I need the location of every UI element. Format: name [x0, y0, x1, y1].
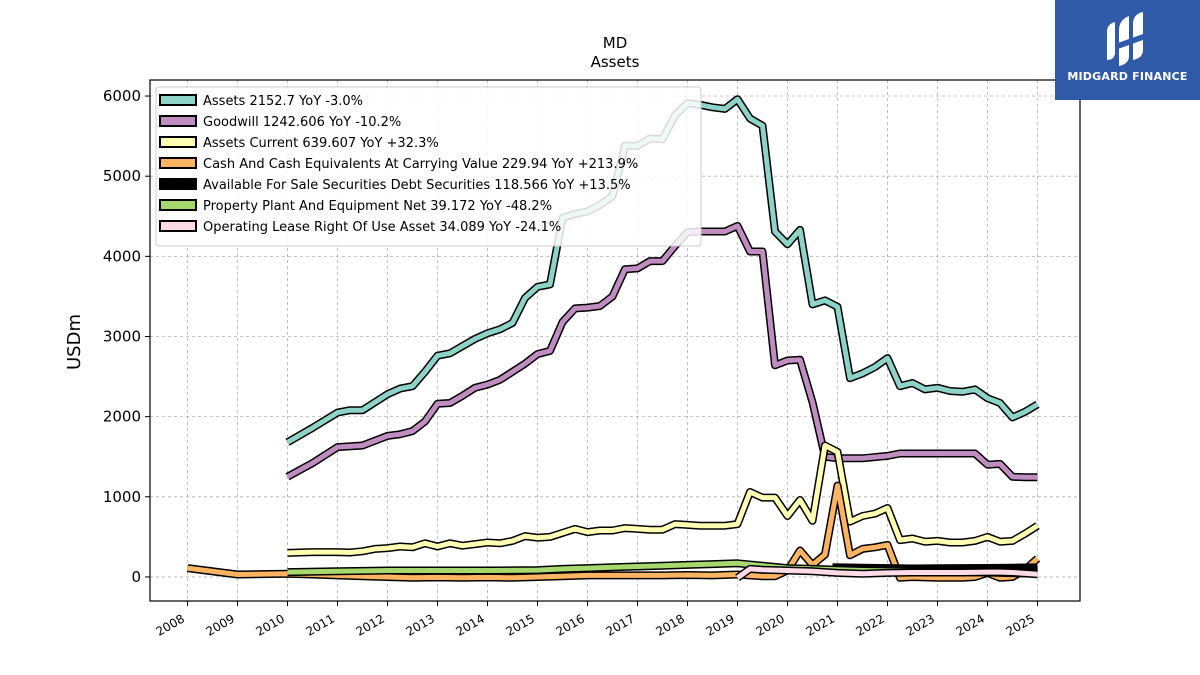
x-tick-label: 2021 — [804, 611, 837, 638]
x-tick-label: 2020 — [754, 611, 787, 638]
legend-swatch — [159, 94, 197, 106]
brand-name: MIDGARD FINANCE — [1067, 70, 1188, 83]
legend-label: Cash And Cash Equivalents At Carrying Va… — [203, 157, 638, 172]
plot-frame — [149, 79, 1081, 602]
series-group — [186, 95, 1041, 582]
legend-label: Property Plant And Equipment Net 39.172 … — [203, 199, 552, 214]
chart-title: MD — [603, 34, 628, 52]
legend-box — [155, 86, 702, 247]
series-2 — [287, 441, 1040, 557]
y-tick-label: 4000 — [103, 247, 141, 265]
legend-swatch — [159, 178, 197, 190]
x-tick-label: 2023 — [904, 611, 937, 638]
series-line-outline — [285, 221, 1038, 482]
series-1 — [285, 221, 1038, 482]
series-line — [187, 483, 1040, 581]
x-tick-label: 2025 — [1004, 611, 1037, 638]
chart-subtitle: Assets — [591, 53, 640, 71]
y-tick-label: 3000 — [103, 327, 141, 345]
y-tick-label: 2000 — [103, 408, 141, 426]
y-tick-label: 5000 — [103, 167, 141, 185]
x-tick-label: 2008 — [154, 611, 187, 638]
x-tick-label: 2011 — [304, 611, 337, 638]
x-tick-label: 2018 — [654, 611, 687, 638]
y-axis-label: USDm — [64, 314, 85, 370]
x-tick-label: 2010 — [254, 611, 287, 638]
series-3 — [186, 481, 1041, 582]
series-line — [736, 566, 1038, 580]
legend: Assets 2152.7 YoY -3.0% Goodwill 1242.606… — [155, 86, 702, 247]
legend-swatch — [159, 220, 197, 232]
legend-swatch — [159, 199, 197, 211]
x-tick-label: 2022 — [854, 611, 887, 638]
brand-logo: MIDGARD FINANCE — [1055, 0, 1200, 100]
series-line-outline — [287, 441, 1040, 557]
legend-swatch — [159, 136, 197, 148]
x-tick-label: 2024 — [954, 611, 987, 638]
legend-label: Available For Sale Securities Debt Secur… — [203, 178, 631, 193]
legend-swatch — [159, 115, 197, 127]
x-tick-label: 2019 — [704, 611, 737, 638]
legend-swatch — [159, 157, 197, 169]
y-tick-label: 1000 — [103, 488, 141, 506]
x-tick-label: 2009 — [204, 611, 237, 638]
legend-label: Operating Lease Right Of Use Asset 34.08… — [203, 220, 561, 235]
legend-label: Assets 2152.7 YoY -3.0% — [203, 94, 363, 109]
midgard-logo-icon — [1107, 12, 1143, 66]
x-tick-label: 2012 — [354, 611, 387, 638]
legend-label: Goodwill 1242.606 YoY -10.2% — [203, 115, 401, 130]
series-line — [287, 443, 1039, 556]
series-line — [286, 223, 1038, 480]
series-6 — [735, 564, 1038, 582]
x-tick-label: 2017 — [604, 611, 637, 638]
x-tick-label: 2014 — [454, 611, 487, 638]
x-tick-label: 2016 — [554, 611, 587, 638]
x-tick-label: 2013 — [404, 611, 437, 638]
y-tick-label: 0 — [131, 568, 141, 586]
y-tick-label: 6000 — [103, 87, 141, 105]
x-tick-label: 2015 — [504, 611, 537, 638]
legend-label: Assets Current 639.607 YoY +32.3% — [203, 136, 439, 151]
